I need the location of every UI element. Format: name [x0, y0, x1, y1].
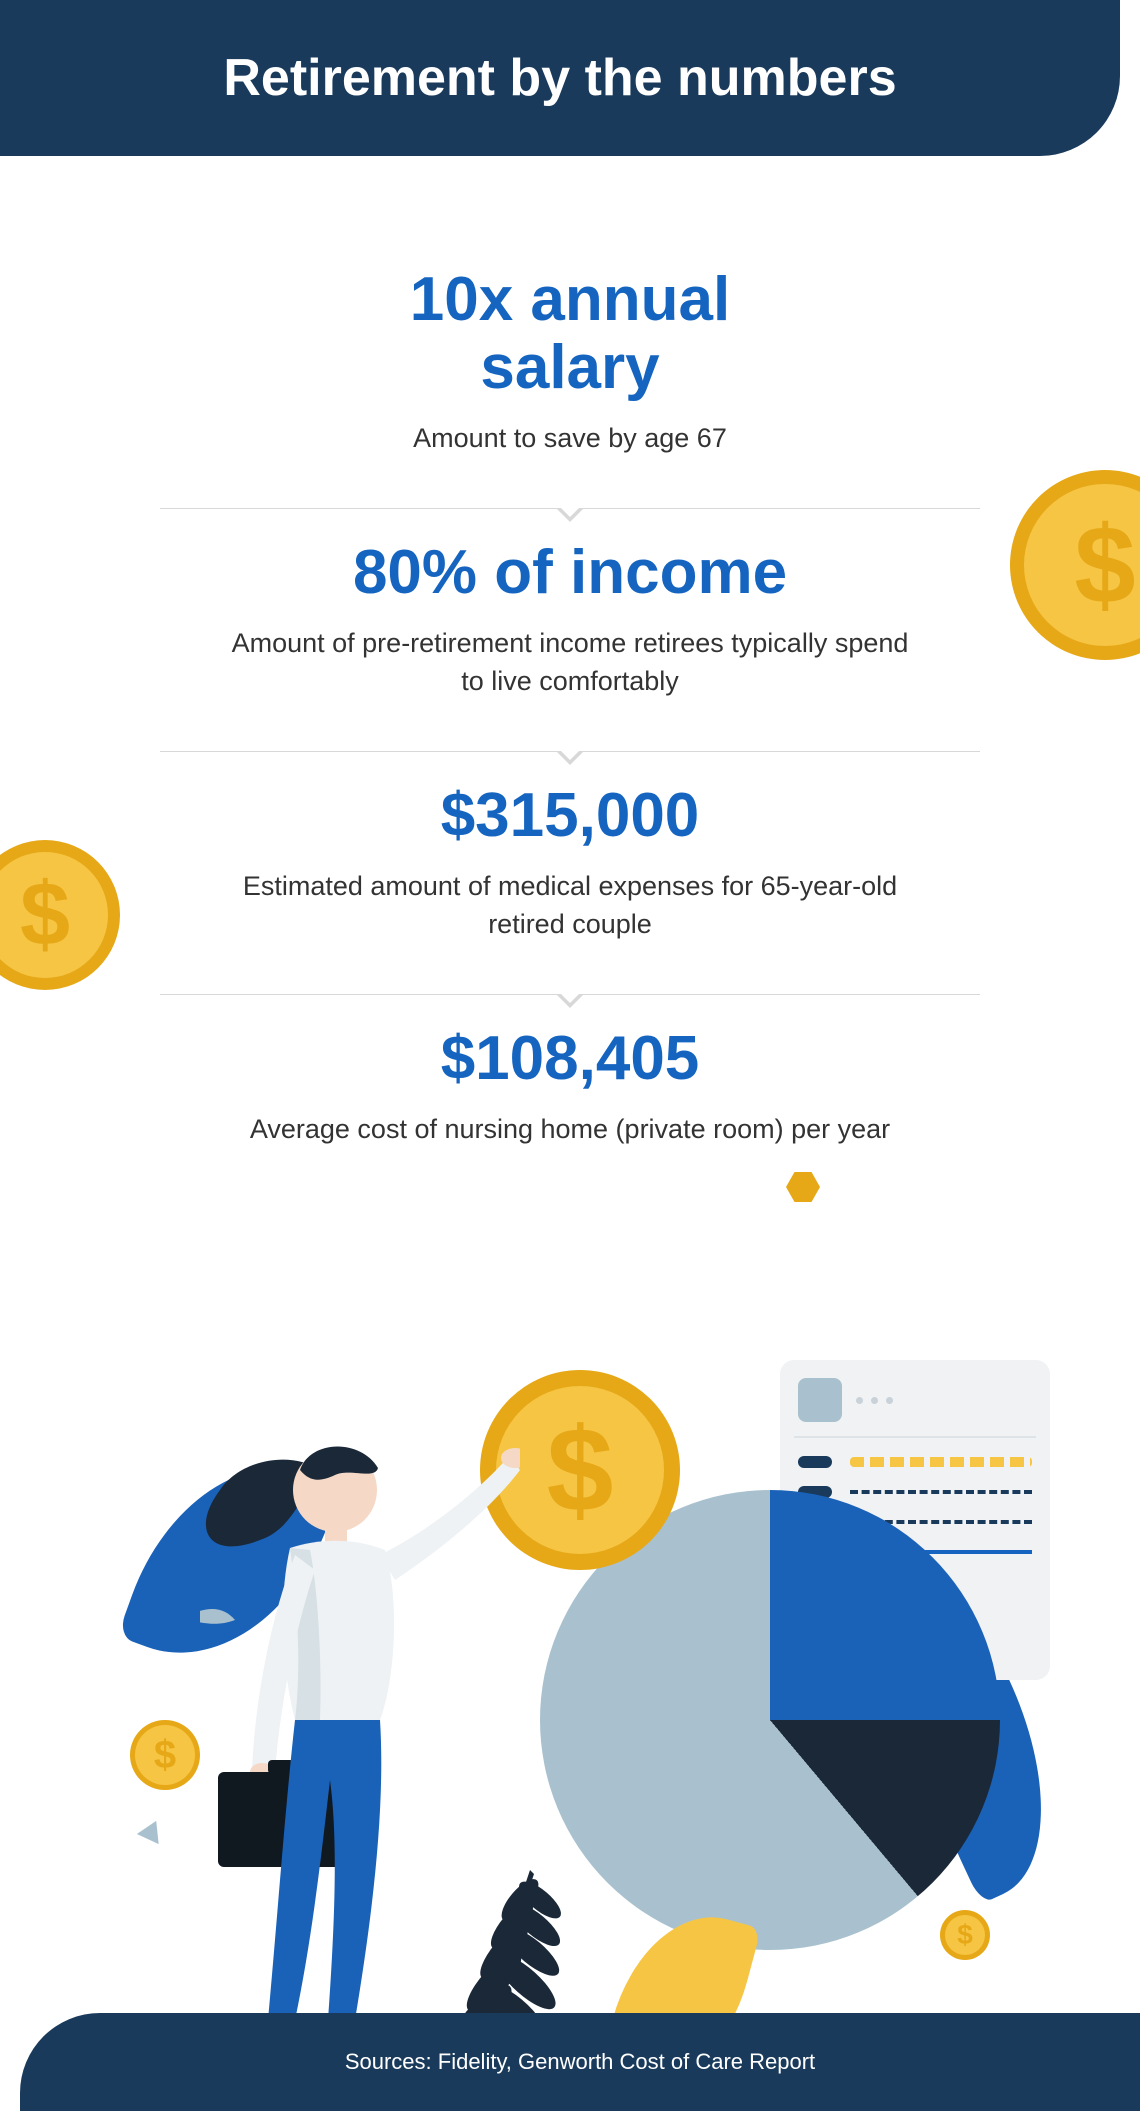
stat-headline: 10x annual salary — [320, 266, 820, 402]
stats-content: 10x annual salary Amount to save by age … — [0, 156, 1140, 1199]
stat-description: Average cost of nursing home (private ro… — [230, 1111, 910, 1149]
divider — [160, 994, 980, 995]
stat-block-0: 10x annual salary Amount to save by age … — [120, 236, 1020, 508]
sources-text: Sources: Fidelity, Genworth Cost of Care… — [345, 2049, 815, 2074]
footer-sources: Sources: Fidelity, Genworth Cost of Care… — [20, 2013, 1140, 2111]
stat-block-3: $108,405 Average cost of nursing home (p… — [120, 995, 1020, 1199]
stat-headline: $108,405 — [120, 1025, 1020, 1093]
divider — [160, 508, 980, 509]
stat-headline: 80% of income — [120, 539, 1020, 607]
stat-description: Amount of pre-retirement income retirees… — [230, 625, 910, 701]
stat-description: Estimated amount of medical expenses for… — [230, 868, 910, 944]
header-banner: Retirement by the numbers — [0, 0, 1120, 156]
stat-headline: $315,000 — [120, 782, 1020, 850]
illustration-area: $ $ $ — [0, 1350, 1140, 2000]
page-title: Retirement by the numbers — [20, 48, 1100, 108]
stat-description: Amount to save by age 67 — [230, 420, 910, 458]
businesswoman-illustration — [200, 1420, 520, 2060]
triangle-icon — [137, 1816, 167, 1844]
divider — [160, 751, 980, 752]
stat-block-1: 80% of income Amount of pre-retirement i… — [120, 509, 1020, 751]
stat-block-2: $315,000 Estimated amount of medical exp… — [120, 752, 1020, 994]
coin-icon: $ — [130, 1720, 200, 1790]
coin-icon: $ — [940, 1910, 990, 1960]
